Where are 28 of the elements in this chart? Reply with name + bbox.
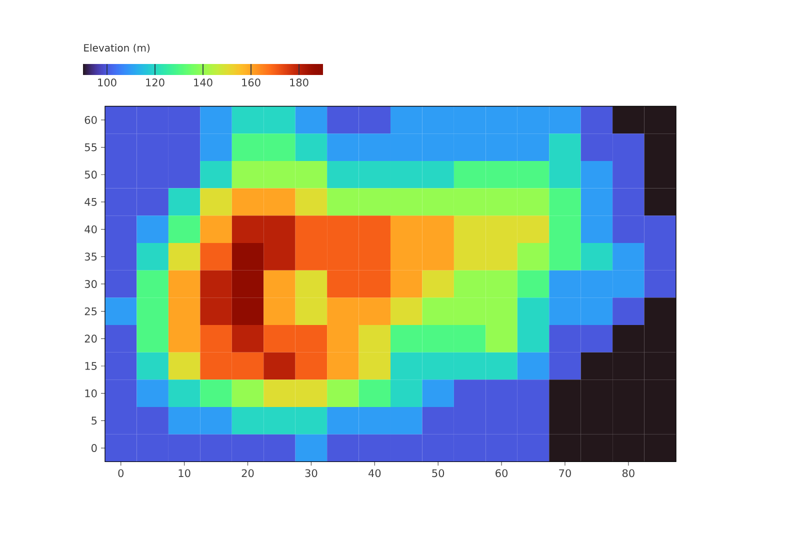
color-bar-title: Elevation (m) xyxy=(84,44,150,53)
y-tick-label: 60 xyxy=(84,116,97,124)
y-tick-label: 50 xyxy=(84,170,97,179)
x-tick-label: 70 xyxy=(559,469,571,478)
y-tick-label: 20 xyxy=(84,334,97,343)
x-tick-label: 10 xyxy=(178,469,190,478)
y-tick-label: 10 xyxy=(85,389,97,398)
color-bar-label: 140 xyxy=(194,78,212,86)
x-tick-label: 20 xyxy=(242,469,254,478)
y-tick-label: 0 xyxy=(91,444,97,452)
x-tick-label: 60 xyxy=(496,469,508,478)
color-bar-label: 100 xyxy=(98,78,116,86)
y-tick-label: 5 xyxy=(92,416,97,425)
x-tick-label: 50 xyxy=(432,469,444,478)
y-tick-label: 25 xyxy=(84,307,97,316)
y-tick-label: 15 xyxy=(85,362,97,370)
x-tick-label: 80 xyxy=(622,469,634,478)
color-bar-label: 120 xyxy=(146,78,164,86)
y-tick-label: 30 xyxy=(84,280,97,288)
y-tick-label: 35 xyxy=(84,252,97,261)
x-tick-label: 40 xyxy=(368,469,381,478)
y-tick-label: 45 xyxy=(84,198,97,206)
x-tick-label: 30 xyxy=(305,469,318,478)
y-tick-label: 55 xyxy=(84,143,97,152)
color-bar-label: 160 xyxy=(242,78,260,86)
y-tick-label: 40 xyxy=(84,225,97,234)
color-bar-label: 180 xyxy=(290,78,308,86)
x-tick-label: 0 xyxy=(118,469,124,478)
